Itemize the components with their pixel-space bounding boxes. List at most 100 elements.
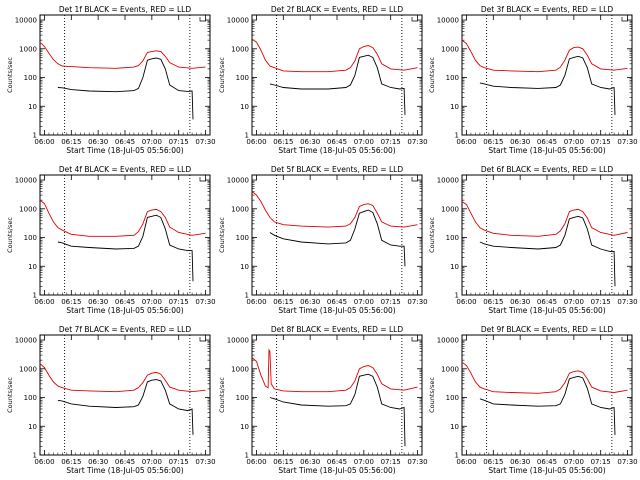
- x-tick-label: 06:30: [510, 138, 530, 146]
- plot-frame: [251, 174, 423, 296]
- events-series-line: [269, 209, 406, 267]
- y-axis-label: Counts/sec: [6, 57, 14, 93]
- corner-glyph: [621, 337, 628, 342]
- y-tick-label: 10000: [227, 177, 249, 185]
- y-tick-label: 100: [236, 394, 249, 402]
- x-tick-label: 06:00: [246, 138, 266, 146]
- x-tick-label: 06:30: [510, 298, 530, 306]
- y-tick-label: 100: [236, 234, 249, 242]
- y-tick-label: 100: [446, 74, 459, 82]
- y-axis-label: Counts/sec: [428, 57, 436, 93]
- events-series-line: [479, 215, 616, 287]
- y-tick-label: 10000: [437, 177, 459, 185]
- y-tick-label: 1000: [19, 205, 37, 213]
- y-tick-label: 100: [24, 234, 37, 242]
- events-series-line: [269, 54, 406, 115]
- x-tick-label: 06:45: [327, 458, 347, 466]
- x-tick-label: 07:00: [142, 138, 162, 146]
- x-tick-label: 06:00: [246, 458, 266, 466]
- y-tick-label: 1: [455, 452, 459, 460]
- events-series-line: [57, 57, 194, 120]
- y-tick-label: 10: [240, 103, 249, 111]
- x-tick-label: 06:00: [456, 458, 476, 466]
- x-tick-label: 06:45: [537, 298, 557, 306]
- events-series-line: [479, 55, 616, 115]
- events-series-line: [57, 379, 194, 435]
- x-tick-label: 07:00: [142, 458, 162, 466]
- x-tick-label: 07:00: [564, 298, 584, 306]
- x-tick-label: 07:00: [564, 458, 584, 466]
- panel-2: Det 2f BLACK = Events, RED = LLD 1 10 100 10…: [218, 5, 428, 155]
- x-tick-label: 07:00: [142, 298, 162, 306]
- y-tick-label: 10: [450, 103, 459, 111]
- x-axis-label: Start Time (18-Jul-05 05:56:00): [278, 146, 395, 155]
- panel-title: Det 4f BLACK = Events, RED = LLD: [59, 165, 192, 174]
- x-tick-label: 06:45: [327, 138, 347, 146]
- x-tick-label: 06:30: [88, 138, 108, 146]
- x-tick-label: 06:00: [456, 138, 476, 146]
- panel-title: Det 3f BLACK = Events, RED = LLD: [481, 5, 614, 14]
- x-tick-label: 06:15: [273, 138, 293, 146]
- lld-series-line: [39, 199, 206, 237]
- x-tick-label: 07:30: [195, 458, 215, 466]
- x-tick-label: 07:30: [407, 138, 427, 146]
- y-tick-label: 1000: [231, 45, 249, 53]
- x-tick-label: 06:00: [456, 298, 476, 306]
- y-tick-label: 10000: [437, 17, 459, 25]
- x-tick-label: 06:15: [61, 458, 81, 466]
- panel-title: Det 1f BLACK = Events, RED = LLD: [59, 5, 192, 14]
- plot-frame: [39, 14, 211, 136]
- y-tick-label: 10000: [227, 17, 249, 25]
- x-tick-label: 07:15: [591, 298, 611, 306]
- x-tick-label: 07:30: [195, 298, 215, 306]
- x-tick-label: 06:30: [300, 458, 320, 466]
- panel-3: Det 3f BLACK = Events, RED = LLD 1 10 100 10…: [428, 5, 638, 155]
- x-tick-label: 07:15: [381, 138, 401, 146]
- x-tick-label: 06:30: [300, 138, 320, 146]
- x-axis-label: Start Time (18-Jul-05 05:56:00): [488, 466, 605, 475]
- panel-title: Det 7f BLACK = Events, RED = LLD: [59, 325, 192, 334]
- x-axis-label: Start Time (18-Jul-05 05:56:00): [488, 306, 605, 315]
- panel-title: Det 9f BLACK = Events, RED = LLD: [481, 325, 614, 334]
- y-axis-label: Counts/sec: [218, 377, 226, 413]
- y-tick-label: 1000: [231, 365, 249, 373]
- corner-glyph: [199, 177, 206, 182]
- y-tick-label: 1: [245, 452, 249, 460]
- panel-5: Det 5f BLACK = Events, RED = LLD 1 10 100 10…: [218, 165, 428, 315]
- y-axis-label: Counts/sec: [6, 377, 14, 413]
- events-series-line: [479, 375, 616, 435]
- x-tick-label: 06:45: [537, 458, 557, 466]
- events-series-line: [57, 214, 194, 282]
- corner-glyph: [411, 17, 418, 22]
- y-tick-label: 10: [28, 103, 37, 111]
- y-tick-label: 1000: [441, 365, 459, 373]
- panel-title: Det 6f BLACK = Events, RED = LLD: [481, 165, 614, 174]
- x-tick-label: 07:30: [617, 138, 637, 146]
- plot-frame: [251, 334, 423, 456]
- corner-glyph: [621, 177, 628, 182]
- x-tick-label: 07:00: [564, 138, 584, 146]
- x-tick-label: 07:15: [169, 138, 189, 146]
- y-axis-label: Counts/sec: [6, 217, 14, 253]
- x-axis-label: Start Time (18-Jul-05 05:56:00): [278, 306, 395, 315]
- x-tick-label: 06:15: [483, 458, 503, 466]
- x-tick-label: 06:15: [483, 138, 503, 146]
- panel-4: Det 4f BLACK = Events, RED = LLD 1 10 100 10…: [6, 165, 216, 315]
- x-tick-label: 07:00: [354, 298, 374, 306]
- y-tick-label: 10: [28, 263, 37, 271]
- y-tick-label: 1000: [19, 365, 37, 373]
- y-axis-label: Counts/sec: [218, 217, 226, 253]
- x-tick-label: 06:30: [88, 298, 108, 306]
- x-tick-label: 06:45: [115, 458, 135, 466]
- y-tick-label: 1: [33, 452, 37, 460]
- y-tick-label: 1: [245, 132, 249, 140]
- y-tick-label: 1000: [441, 45, 459, 53]
- y-tick-label: 1: [455, 132, 459, 140]
- x-tick-label: 07:15: [591, 138, 611, 146]
- x-tick-label: 07:30: [407, 298, 427, 306]
- panel-title: Det 8f BLACK = Events, RED = LLD: [271, 325, 404, 334]
- y-axis-label: Counts/sec: [428, 377, 436, 413]
- y-tick-label: 1: [455, 292, 459, 300]
- lld-series-line: [461, 39, 628, 73]
